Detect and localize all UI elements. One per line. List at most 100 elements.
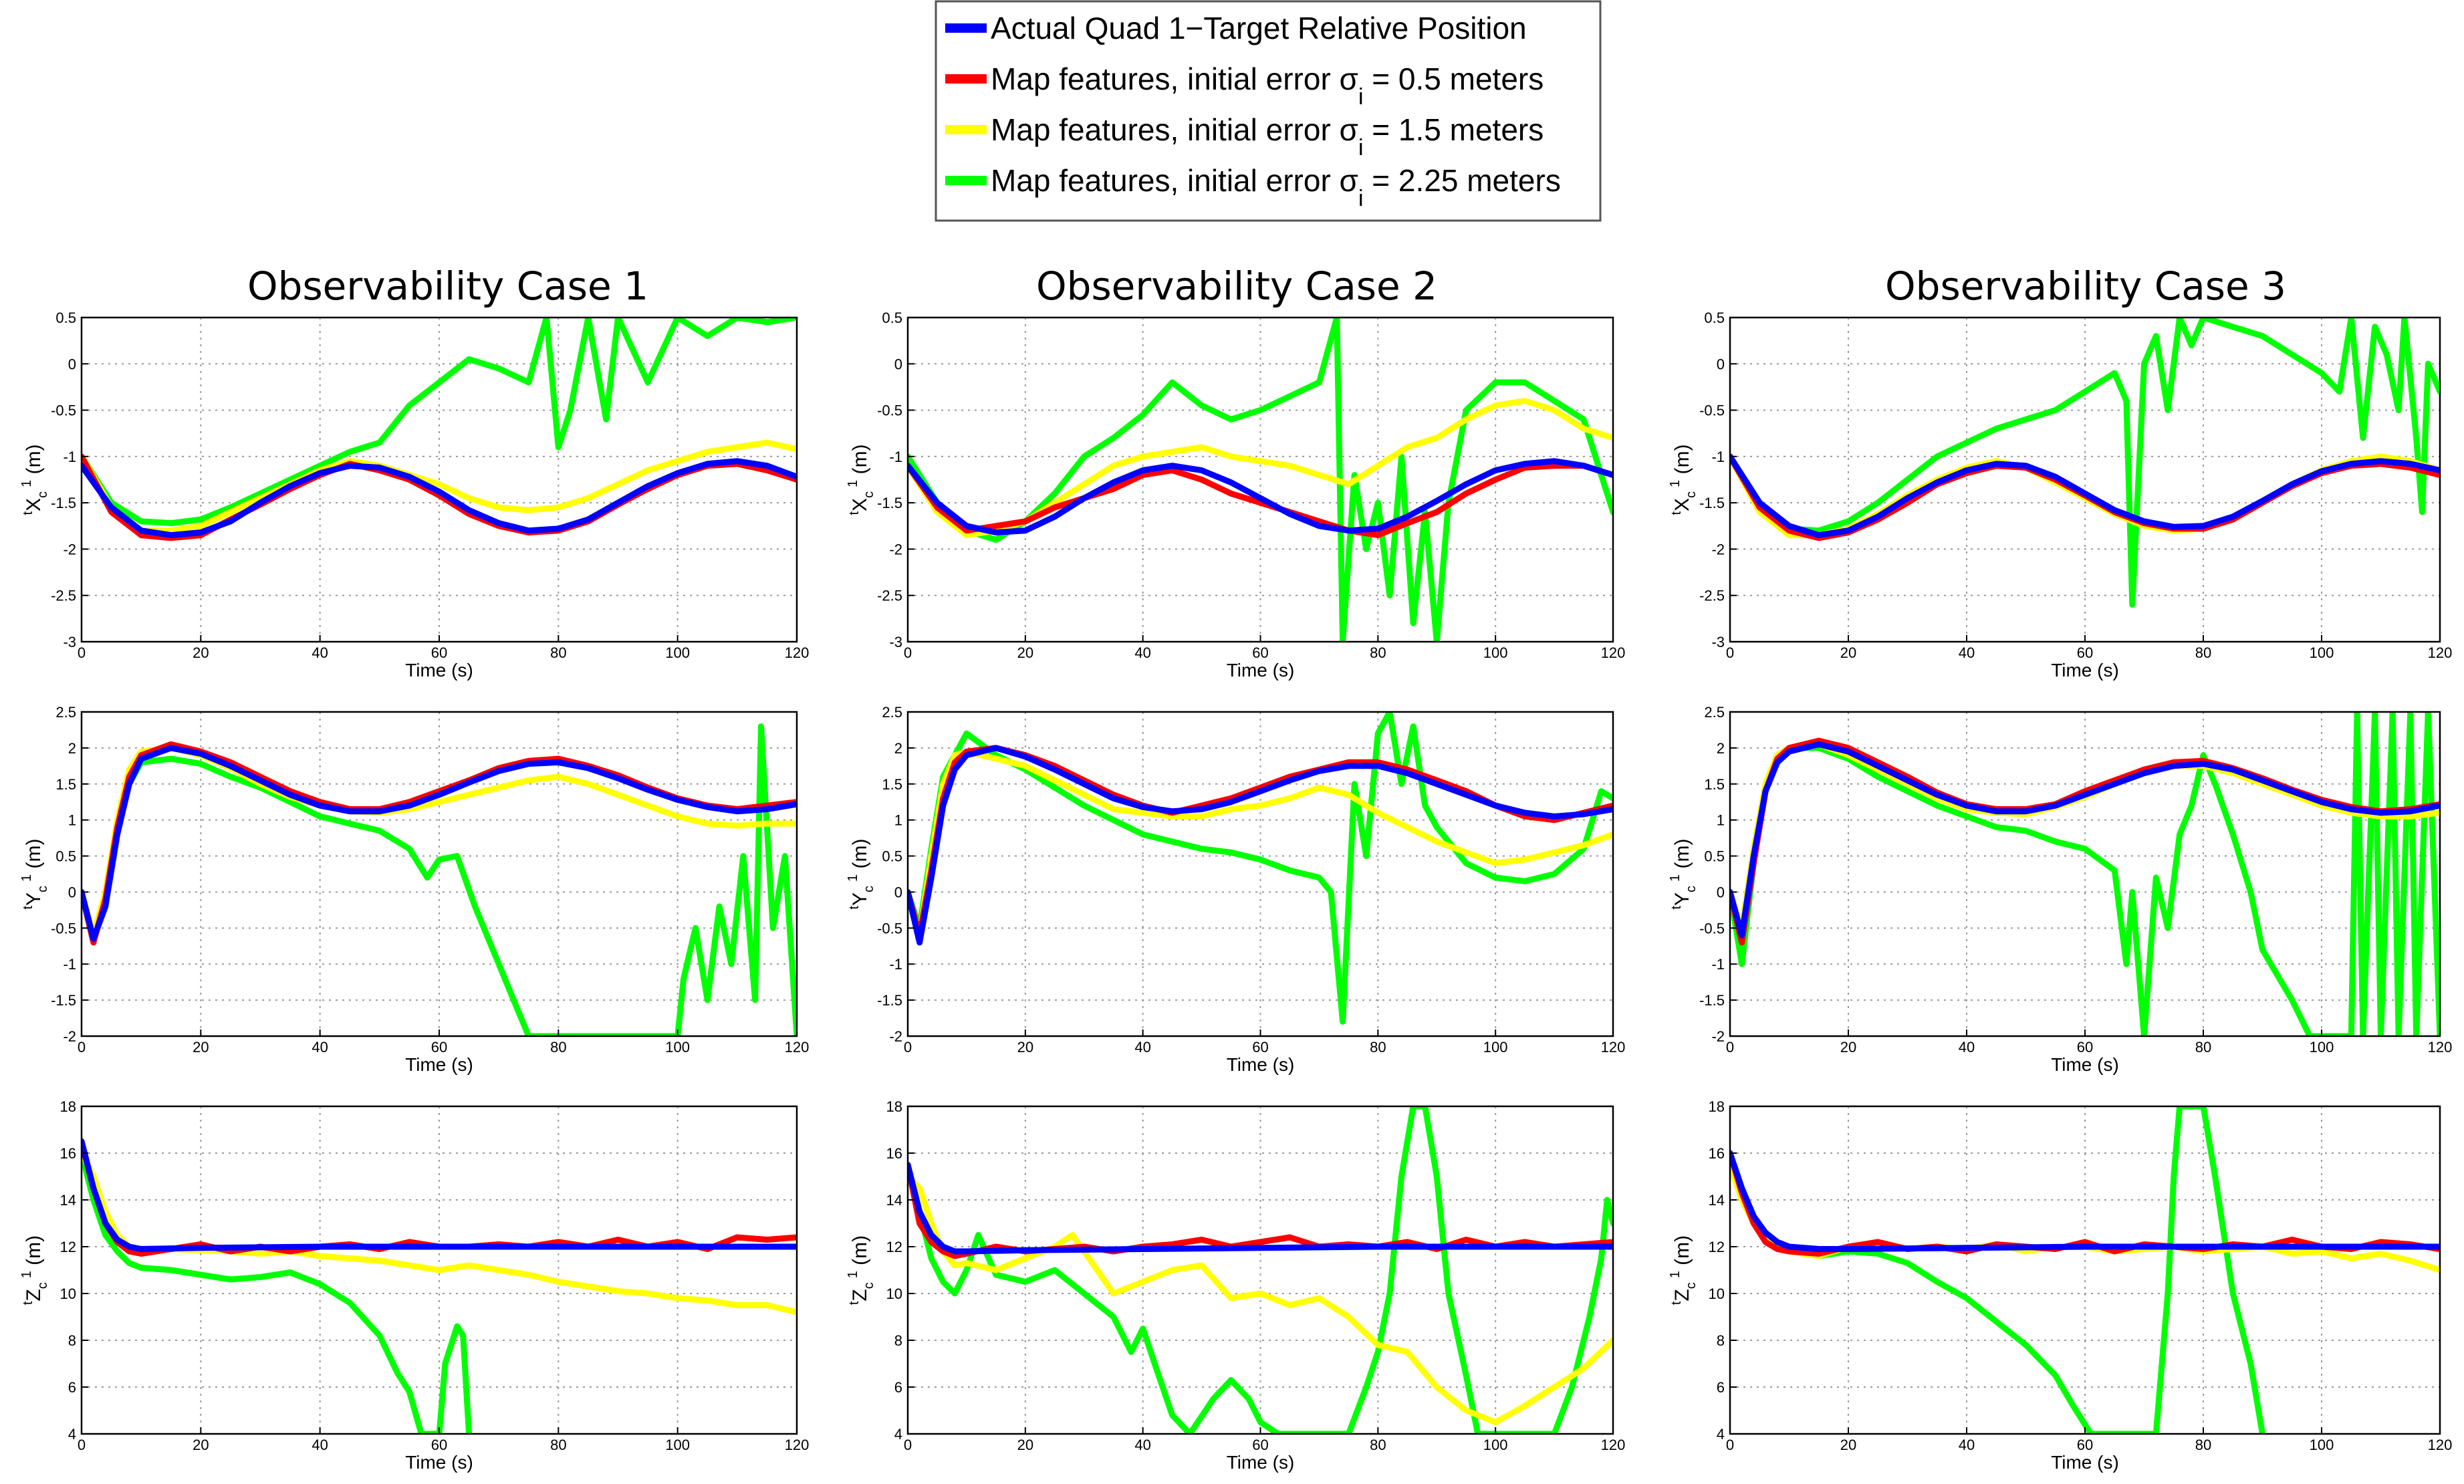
y-label-sup: 1	[19, 1271, 34, 1278]
y-tick-label: -2	[63, 541, 76, 558]
series-group	[1730, 318, 2440, 608]
x-tick-label: 0	[1726, 1039, 1734, 1056]
x-tick-label: 100	[1483, 1039, 1508, 1056]
series-line-actual	[1730, 453, 2440, 539]
y-tick-label: 0	[1717, 884, 1725, 900]
series-line-sigma-2.25	[1730, 712, 2440, 1036]
y-tick-label: 2.5	[882, 704, 902, 721]
x-tick-label: 60	[431, 1437, 447, 1453]
y-tick-label: 2.5	[55, 704, 76, 721]
legend-label-actual: Actual Quad 1−Target Relative Position	[991, 11, 1527, 45]
legend-sigma-value: = 1.5 meters	[1364, 112, 1544, 147]
legend-label-sigma-0.5: Map features, initial error σi = 0.5 met…	[991, 61, 1544, 110]
y-tick-label: -0.5	[1699, 402, 1725, 419]
plot-case2-z: 0 20 40 60 80 100 120 4 6 8 10 12 14 16 18 Time (s) tZc1…	[846, 1098, 1625, 1473]
x-tick-label: 20	[193, 1437, 209, 1453]
y-tick-label: -2.5	[877, 588, 902, 604]
y-tick-label: -0.5	[51, 402, 76, 419]
series-group	[908, 318, 1613, 642]
y-tick-label: 1.5	[882, 776, 902, 793]
x-tick-label: 80	[550, 1437, 566, 1453]
y-axis-label: tXc1 (m)	[19, 444, 50, 515]
y-axis-label: tXc1 (m)	[1668, 444, 1699, 515]
x-tick-label: 60	[1252, 1039, 1268, 1056]
x-tick-label: 100	[2310, 1039, 2334, 1056]
x-tick-label: 40	[1134, 644, 1150, 661]
y-tick-label: -1	[63, 449, 76, 465]
x-tick-label: 20	[1017, 1437, 1033, 1453]
x-axis-label: Time (s)	[1227, 1452, 1295, 1473]
legend-sigma: σ	[1340, 61, 1358, 96]
x-tick-label: 0	[78, 1039, 86, 1056]
x-tick-label: 120	[1601, 1039, 1626, 1056]
y-label-main: Z	[849, 1289, 871, 1301]
legend-entry-sigma-2.25: Map features, initial error σi = 2.25 me…	[945, 163, 1561, 211]
y-tick-label: -0.5	[51, 920, 76, 937]
series-line-actual	[908, 745, 1613, 946]
y-axis-label: tYc1 (m)	[846, 838, 876, 909]
legend-sigma-subscript: i	[1358, 84, 1364, 110]
x-axis-label: Time (s)	[2051, 1452, 2119, 1473]
y-tick-label: 2	[1717, 740, 1725, 757]
y-tick-label: 16	[886, 1145, 902, 1162]
y-tick-label: 8	[894, 1332, 902, 1349]
series-group	[1730, 712, 2440, 1036]
y-tick-label: 12	[886, 1239, 902, 1255]
y-tick-label: 18	[886, 1098, 902, 1115]
plot-area	[1730, 1106, 2440, 1434]
series-line-actual	[82, 1138, 797, 1252]
y-tick-label: 0	[68, 356, 76, 372]
y-label-main: Z	[23, 1289, 45, 1301]
x-tick-label: 60	[1252, 1437, 1268, 1453]
series-line-sigma-2.25	[1730, 318, 2440, 608]
y-tick-label: -2	[889, 1028, 902, 1045]
legend-sigma: σ	[1340, 112, 1358, 147]
legend-sigma-subscript: i	[1358, 186, 1364, 211]
x-tick-label: 100	[2310, 1437, 2334, 1453]
legend-label-text: Map features, initial error	[991, 112, 1340, 147]
y-tick-label: 10	[886, 1285, 902, 1302]
y-tick-label: -2.5	[51, 588, 76, 604]
x-tick-label: 0	[78, 1437, 86, 1453]
y-tick-label: 2	[68, 740, 76, 757]
y-axis-label: tZc1 (m)	[1668, 1235, 1699, 1305]
y-tick-label: 1	[68, 812, 76, 829]
y-label-main: Y	[1671, 892, 1693, 906]
y-tick-label: 0	[894, 356, 902, 372]
y-tick-label: 14	[60, 1192, 76, 1209]
x-tick-label: 80	[550, 1039, 566, 1056]
y-tick-label: -1.5	[1699, 495, 1725, 511]
series-line-actual	[908, 1162, 1613, 1255]
x-tick-label: 80	[550, 644, 566, 661]
y-axis-label: tYc1 (m)	[19, 838, 50, 909]
x-axis-label: Time (s)	[405, 660, 473, 681]
y-tick-label: 6	[1717, 1379, 1725, 1396]
y-label-sup: 1	[846, 1271, 860, 1278]
series-line-sigma-1.5	[82, 439, 797, 534]
y-tick-label: -3	[889, 634, 902, 650]
x-tick-label: 100	[665, 1437, 690, 1453]
y-tick-label: 0.5	[55, 310, 76, 326]
y-label-main: X	[23, 498, 45, 511]
series-line-actual	[1730, 741, 2440, 939]
x-tick-label: 60	[431, 644, 447, 661]
x-axis-label: Time (s)	[2051, 660, 2119, 681]
series-line-sigma-1.5	[908, 1173, 1613, 1425]
x-tick-label: 120	[2428, 644, 2453, 661]
y-tick-label: -1	[63, 956, 76, 973]
x-tick-label: 40	[312, 1039, 328, 1056]
y-tick-label: 2	[894, 740, 902, 757]
y-label-pre: t	[847, 906, 862, 910]
legend-box	[935, 0, 1602, 222]
y-tick-label: -1	[1711, 449, 1725, 465]
y-tick-label: 1	[894, 812, 902, 829]
x-tick-label: 60	[2077, 644, 2093, 661]
y-label-sub: c	[35, 1282, 50, 1289]
x-tick-label: 60	[2077, 1039, 2093, 1056]
series-line-sigma-2.25	[82, 318, 797, 527]
plot-case1-y: 0 20 40 60 80 100 120 -2 -1.5 -1 -0.5 0 0.5 1 1.5 2 2.5 T…	[19, 704, 809, 1075]
y-label-sub: c	[35, 886, 50, 892]
y-label-pre: t	[21, 906, 35, 910]
y-tick-label: 4	[894, 1426, 902, 1443]
y-tick-label: 0.5	[882, 310, 902, 326]
